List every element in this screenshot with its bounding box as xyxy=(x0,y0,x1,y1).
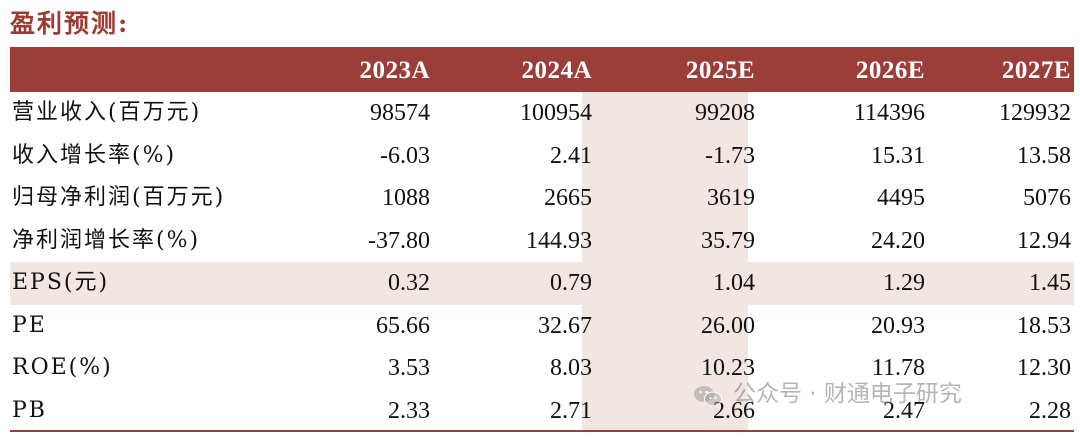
table-cell: 18.53 xyxy=(1017,312,1071,339)
table-row: 收入增长率(%) -6.03 2.41 -1.73 15.31 13.58 xyxy=(10,135,1074,178)
table-cell: 10.23 xyxy=(701,355,755,381)
watermark-text: 公众号 · 财通电子研究 xyxy=(733,381,962,407)
forecast-table: 2023A 2024A 2025E 2026E 2027E 营业收入(百万元) … xyxy=(10,47,1074,432)
table-cell: 99208 xyxy=(695,100,755,126)
table-cell: 26.00 xyxy=(701,312,755,339)
table-cell: 3.53 xyxy=(388,355,430,381)
row-label: EPS(元) xyxy=(12,270,110,295)
table-cell: 129932 xyxy=(999,100,1071,126)
row-label: 营业收入(百万元) xyxy=(12,100,202,125)
year-header: 2025E xyxy=(685,57,755,84)
table-cell: 2.71 xyxy=(550,397,592,424)
table-cell: 32.67 xyxy=(538,312,592,339)
watermark: 公众号 · 财通电子研究 xyxy=(693,376,962,412)
table-cell: 0.32 xyxy=(388,270,430,296)
table-cell: -37.80 xyxy=(368,227,430,254)
table-cell: 1.45 xyxy=(1029,270,1071,296)
table-cell: 2665 xyxy=(544,185,592,211)
table-row: 归母净利润(百万元) 1088 2665 3619 4495 5076 xyxy=(10,177,1074,220)
table-cell: 2.28 xyxy=(1029,397,1071,424)
table-cell: 3619 xyxy=(707,185,755,211)
table-cell: 2.41 xyxy=(550,142,592,169)
table-row: 营业收入(百万元) 98574 100954 99208 114396 1299… xyxy=(10,92,1074,135)
row-label: ROE(%) xyxy=(12,355,113,380)
page-title: 盈利预测: xyxy=(10,9,130,38)
row-label: PE xyxy=(12,312,47,338)
table-row: EPS(元) 0.32 0.79 1.04 1.29 1.45 xyxy=(10,262,1074,305)
table-cell: 0.79 xyxy=(550,270,592,296)
table-cell: 65.66 xyxy=(376,312,430,339)
table-cell: 2.33 xyxy=(388,397,430,424)
table-row: 净利润增长率(%) -37.80 144.93 35.79 24.20 12.9… xyxy=(10,220,1074,263)
row-label: PB xyxy=(12,397,47,423)
table-cell: 13.58 xyxy=(1017,142,1071,169)
year-header: 2027E xyxy=(1001,57,1071,84)
year-header: 2026E xyxy=(855,57,925,84)
table-cell: 1.04 xyxy=(713,270,755,296)
table-cell: 2.47 xyxy=(883,397,925,424)
table-cell: 4495 xyxy=(877,185,925,211)
table-cell: -6.03 xyxy=(380,142,430,169)
table-cell: 8.03 xyxy=(550,355,592,381)
table-cell: 5076 xyxy=(1023,185,1071,211)
table-cell: 98574 xyxy=(370,100,430,126)
year-header: 2024A xyxy=(521,57,592,84)
table-cell: 24.20 xyxy=(871,227,925,254)
row-label: 归母净利润(百万元) xyxy=(12,185,226,210)
row-label: 收入增长率(%) xyxy=(12,142,177,168)
table-cell: 15.31 xyxy=(871,142,925,169)
table-cell: 12.94 xyxy=(1017,227,1071,254)
table-row: ROE(%) 3.53 8.03 10.23 11.78 12.30 xyxy=(10,347,1074,390)
table-cell: 144.93 xyxy=(526,227,592,254)
table-row: PE 65.66 32.67 26.00 20.93 18.53 xyxy=(10,305,1074,348)
table-cell: 12.30 xyxy=(1017,355,1071,381)
year-header: 2023A xyxy=(359,57,430,84)
wechat-icon xyxy=(693,383,723,407)
table-cell: 114396 xyxy=(853,100,925,126)
table-cell: 11.78 xyxy=(871,355,925,381)
row-label: 净利润增长率(%) xyxy=(12,227,201,253)
table-cell: 1088 xyxy=(382,185,430,211)
table-cell: 1.29 xyxy=(883,270,925,296)
table-cell: -1.73 xyxy=(705,142,755,169)
table-bottom-rule xyxy=(10,430,1074,432)
table-header: 2023A 2024A 2025E 2026E 2027E xyxy=(10,47,1074,92)
table-cell: 20.93 xyxy=(871,312,925,339)
table-cell: 100954 xyxy=(520,100,592,126)
table-cell: 35.79 xyxy=(701,227,755,254)
